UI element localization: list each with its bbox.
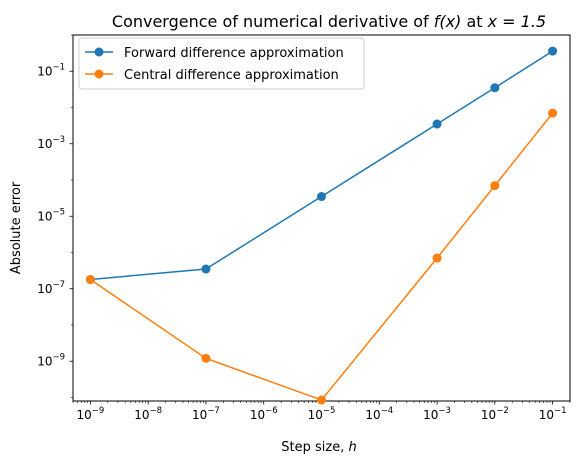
data-point	[548, 108, 558, 118]
legend-entry-central: Central difference approximation	[85, 68, 339, 83]
y-tick-label: 10−5	[37, 208, 65, 224]
data-point	[85, 274, 95, 284]
legend-entry-forward: Forward difference approximation	[85, 46, 344, 61]
data-point	[432, 253, 442, 263]
legend-box	[78, 37, 365, 90]
data-point	[201, 264, 211, 274]
x-tick-label: 10−5	[308, 406, 336, 422]
x-tick-label: 10−3	[423, 406, 451, 422]
data-point	[490, 181, 500, 191]
y-axis-label: Absolute error	[9, 181, 24, 274]
x-tick-label: 10−4	[365, 406, 393, 422]
x-tick-label: 10−8	[134, 406, 162, 422]
x-tick-label: 10−2	[481, 406, 509, 422]
data-point	[548, 46, 558, 56]
x-tick-label: 10−6	[250, 406, 278, 422]
legend-central-marker	[94, 69, 104, 79]
x-tick-label: 10−9	[76, 406, 104, 422]
data-point	[432, 119, 442, 129]
legend: Forward difference approximation Central…	[78, 37, 365, 90]
y-tick-label: 10−1	[37, 63, 65, 79]
data-point	[317, 395, 326, 405]
legend-forward-label: Forward difference approximation	[124, 46, 344, 61]
data-point	[201, 353, 211, 363]
data-point	[490, 83, 500, 93]
y-tick-label: 10−7	[37, 280, 65, 296]
x-axis: 10−9 10−8 10−7 10−6 10−5 10−4 10−3 10−2 10−1	[72, 401, 571, 422]
y-tick-label: 10−9	[37, 353, 65, 369]
y-tick-label: 10−3	[37, 135, 65, 151]
legend-forward-marker	[94, 47, 104, 57]
y-axis: 10−9 10−7 10−5 10−3 10−1	[37, 34, 73, 398]
series-1	[85, 108, 558, 405]
x-tick-label: 10−1	[539, 406, 567, 422]
x-axis-label: Step size, h	[281, 440, 356, 455]
data-point	[317, 192, 326, 202]
series-line	[89, 112, 554, 401]
series-line	[90, 50, 554, 281]
series-layer	[85, 46, 558, 405]
x-tick-label: 10−7	[192, 406, 220, 422]
legend-central-label: Central difference approximation	[124, 68, 339, 83]
chart-title: Convergence of numerical derivative of f…	[112, 12, 546, 31]
